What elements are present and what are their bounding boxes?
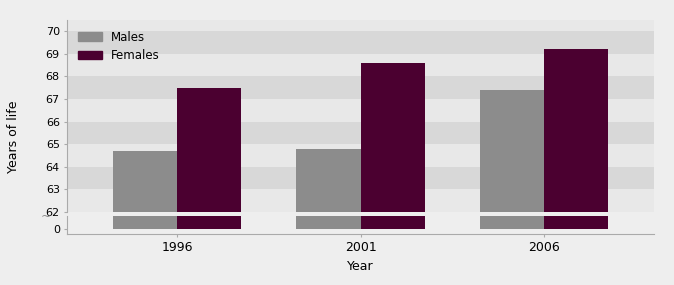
Bar bbox=[177, 88, 241, 285]
Bar bbox=[544, 0, 608, 229]
Bar bbox=[361, 63, 425, 285]
Bar bbox=[544, 49, 608, 285]
Bar bbox=[177, 0, 241, 229]
Bar bbox=[113, 0, 177, 229]
Bar bbox=[361, 0, 425, 229]
Bar bbox=[113, 151, 177, 285]
Bar bbox=[67, 144, 654, 167]
Bar bbox=[67, 167, 654, 190]
Bar bbox=[67, 31, 654, 54]
X-axis label: Year: Year bbox=[347, 260, 374, 273]
Legend: Males, Females: Males, Females bbox=[73, 26, 164, 67]
Bar bbox=[480, 0, 544, 229]
Bar bbox=[67, 122, 654, 144]
Bar bbox=[67, 54, 654, 76]
Text: Years of life: Years of life bbox=[7, 101, 20, 173]
Text: ~: ~ bbox=[41, 210, 51, 223]
Bar bbox=[297, 149, 361, 285]
Bar bbox=[67, 9, 654, 31]
Bar bbox=[67, 76, 654, 99]
Bar bbox=[67, 99, 654, 122]
Bar bbox=[67, 190, 654, 212]
Bar bbox=[480, 90, 544, 285]
Bar bbox=[297, 0, 361, 229]
